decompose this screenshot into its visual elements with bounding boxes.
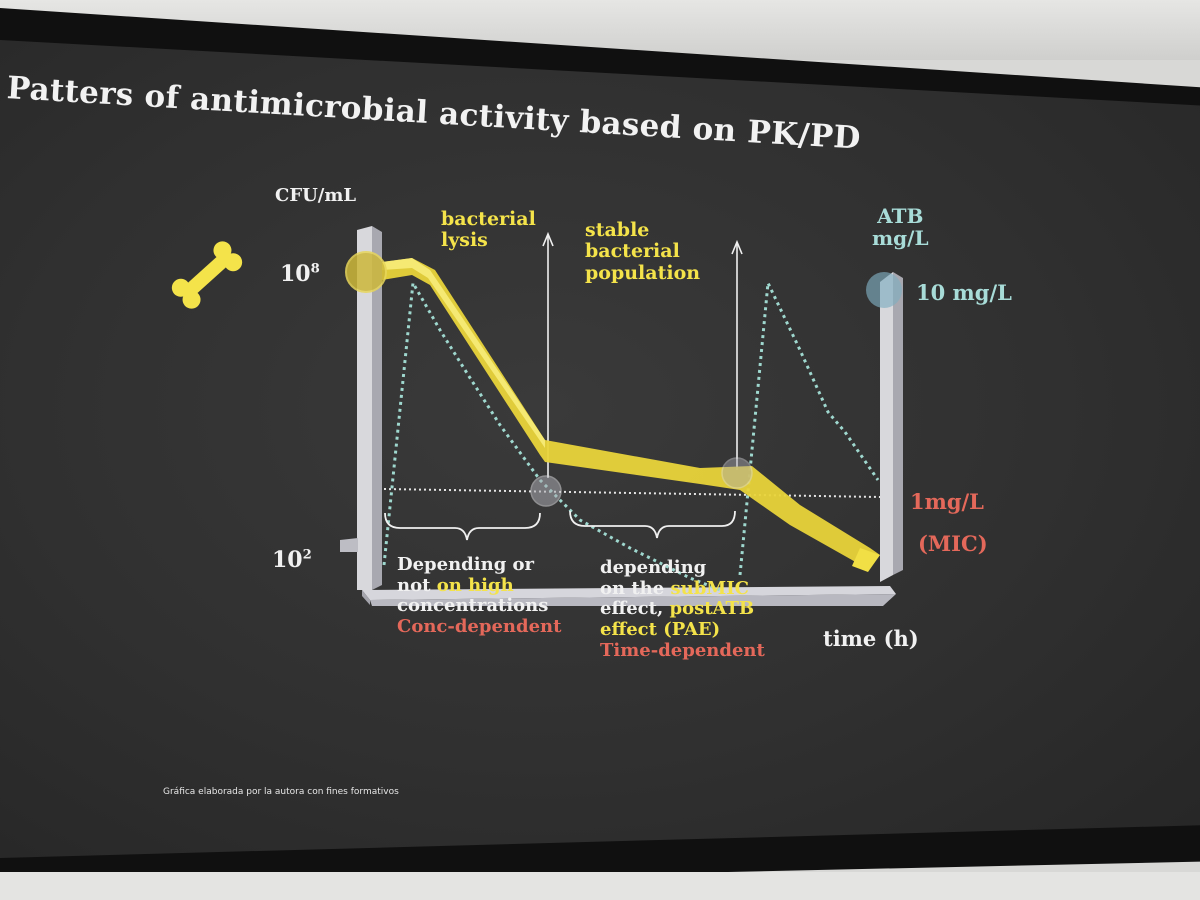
right-text-line-3: effect, postATB [600,599,765,620]
stable-line-2: bacterial [585,240,680,263]
drug-concentration-curve [382,278,721,592]
right-text-postatb: postATB [669,598,755,620]
y-tick-high-exponent: 8 [310,261,320,277]
mic-crossing-marker-2 [721,457,753,489]
room-wall-bottom [0,872,1200,900]
lysis-line-1: bacterial [441,208,536,230]
left-text-on-high: on high [436,574,514,596]
right-text-line-1: depending [600,557,707,578]
atb-axis-label: ATB mg/L [872,205,929,250]
conc-dependent-text: Depending or not on high concentrations … [397,554,562,638]
left-text-line-4: Conc-dependent [397,616,562,638]
atb-axis-line-2: mg/L [872,226,929,251]
source-footnote: Gráfica elaborada por la autora con fine… [163,787,399,797]
left-text-not: not [397,574,431,596]
projection-screen [0,40,1200,858]
y-axis-label: CFU/mL [275,185,357,206]
time-axis-bar [362,586,896,606]
left-axis-pillar [340,226,382,590]
stable-line-1: stable [585,219,650,241]
y-tick-low-base: 10 [272,547,303,573]
mic-crossing-marker-1 [530,475,562,507]
left-text-line-3: concentrations [397,595,549,617]
drug-peak-marker [866,272,902,308]
stable-line-3: population [585,261,701,284]
atb-axis-line-1: ATB [877,204,924,228]
right-brace [569,510,736,539]
mic-value-label: 1mg/L [910,489,984,514]
y-tick-low: 102 [272,548,312,573]
left-text-line-2: not on high [397,574,561,597]
time-dependent-text: depending on the subMIC effect, postATB … [600,557,765,661]
mic-label: (MIC) [918,531,988,556]
lysis-phase-label: bacterial lysis [441,208,536,252]
right-text-on-the: on the [600,577,665,599]
y-tick-low-exponent: 2 [302,547,312,563]
stable-end-arrow [731,239,743,470]
x-axis-label: time (h) [823,626,919,651]
left-brace [384,512,541,541]
mic-line [383,488,881,498]
start-marker [345,251,387,293]
right-text-line-5: Time-dependent [600,639,765,661]
drug-concentration-curve-second-dose [738,277,880,576]
y-tick-high-base: 10 [280,261,311,287]
right-text-line-2: on the subMIC [600,577,765,600]
right-axis-pillar [880,272,903,582]
y-tick-high: 108 [280,262,320,287]
bone-icon [171,241,243,309]
stable-phase-label: stable bacterial population [585,219,701,284]
left-text-line-1: Depending or [397,554,535,575]
right-text-line-4: effect (PAE) [600,619,721,641]
bacteria-cfu-curve [382,258,880,572]
right-text-effect: effect, [600,598,664,620]
lysis-end-arrow [542,231,554,478]
right-text-submic: subMIC [670,577,749,599]
lysis-line-2: lysis [441,229,488,252]
peak-concentration-label: 10 mg/L [916,280,1012,305]
